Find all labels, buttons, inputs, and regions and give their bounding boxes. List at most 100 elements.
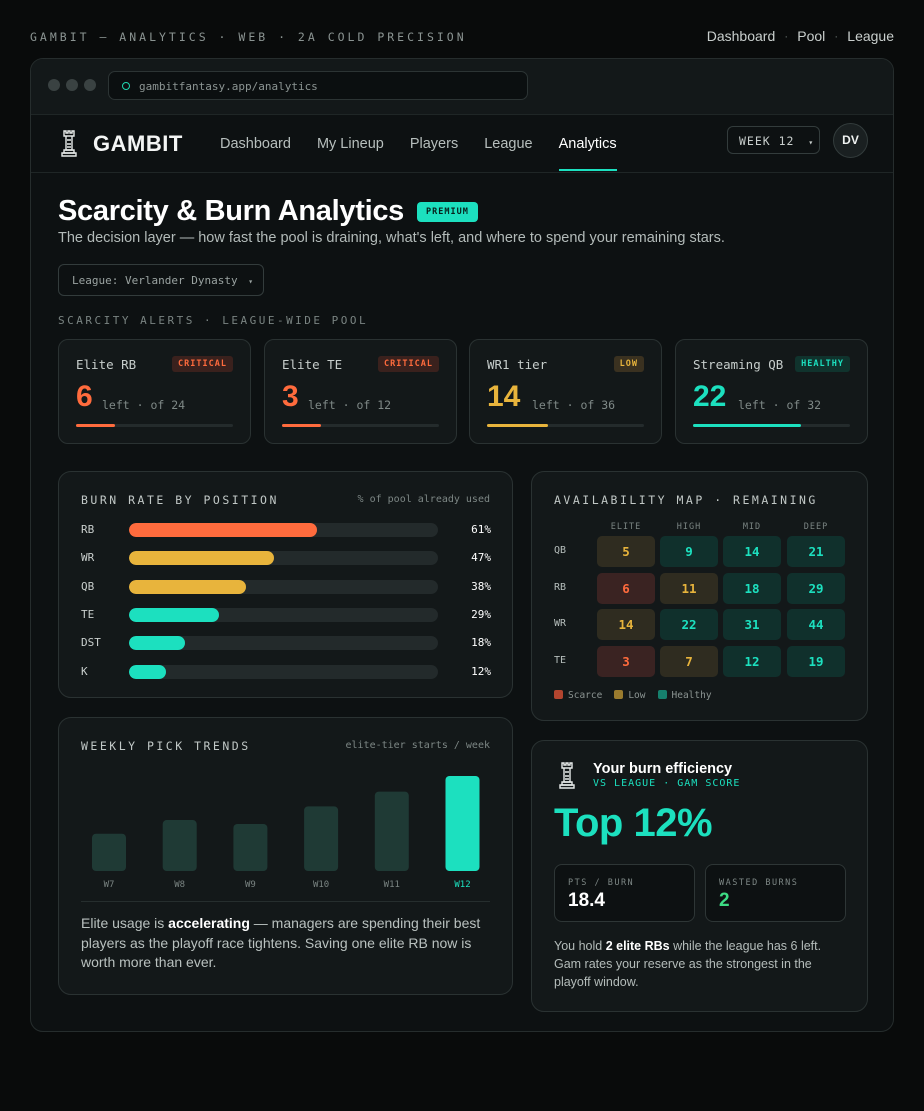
trend-bar[interactable] (92, 833, 126, 871)
scarcity-card[interactable]: Elite RB CRITICAL 6 left · of 24 (58, 339, 251, 444)
scarcity-progress-track (487, 424, 644, 427)
stat-label: PTS / BURN (568, 878, 635, 888)
status-badge: CRITICAL (378, 356, 439, 372)
availability-row-header: TE (554, 654, 567, 666)
nav-players[interactable]: Players (409, 136, 459, 152)
nav-dashboard[interactable]: Dashboard (220, 136, 291, 152)
week-selector[interactable]: WEEK 12 ▾ (727, 126, 820, 154)
trend-bar[interactable] (304, 806, 339, 871)
scarcity-card-name: Elite TE (282, 357, 343, 372)
window-close-dot[interactable] (48, 79, 60, 91)
availability-cell[interactable]: 12 (723, 645, 781, 677)
availability-cell[interactable]: 31 (723, 609, 781, 640)
scarcity-card-name: WR1 tier (487, 357, 548, 372)
burn-bar (129, 607, 219, 622)
summary-text: while the league has 6 left. Gam rates y… (554, 939, 822, 989)
top-link-dashboard[interactable]: Dashboard (706, 28, 776, 44)
scarcity-card[interactable]: Elite TE CRITICAL 3 left · of 12 (264, 339, 457, 444)
availability-cell[interactable]: 44 (787, 609, 845, 640)
availability-cell[interactable]: 7 (660, 645, 718, 677)
premium-badge: PREMIUM (417, 202, 478, 222)
chevron-down-icon: ▾ (248, 277, 254, 286)
summary-text: — managers are spending their best playe… (81, 915, 481, 970)
stat-value: 18.4 (568, 890, 605, 911)
nav-my-lineup[interactable]: My Lineup (316, 136, 384, 152)
scarcity-card-name: Elite RB (76, 357, 137, 372)
page-title: Scarcity & Burn Analytics (58, 195, 404, 227)
availability-column-header: HIGH (676, 522, 702, 532)
availability-cell[interactable]: 9 (660, 536, 718, 567)
status-badge: CRITICAL (172, 356, 233, 372)
summary-text: Elite usage is (81, 915, 169, 931)
trend-bar[interactable] (374, 791, 409, 871)
top-link-pool[interactable]: Pool (797, 28, 826, 44)
scarcity-card-count: 14 (487, 380, 521, 413)
pick-trends-panel: WEEKLY PICK TRENDS elite-tier starts / w… (58, 717, 513, 995)
burn-efficiency-panel: Your burn efficiency VS LEAGUE · GAM SCO… (531, 740, 868, 1012)
scarcity-card-total: left · of 36 (532, 398, 616, 412)
scarcity-progress-fill (282, 424, 322, 427)
trend-bar[interactable] (233, 823, 268, 871)
availability-cell[interactable]: 19 (787, 645, 845, 677)
burn-bar (129, 551, 275, 566)
window-maximize-dot[interactable] (84, 79, 96, 91)
league-selector[interactable]: League: Verlander Dynasty ▾ (58, 264, 264, 296)
brand-logo[interactable]: GAMBIT (59, 129, 183, 159)
burn-bar-track (129, 664, 438, 679)
stat-pts-per-burn: PTS / BURN 18.4 (554, 864, 695, 922)
burn-bar (129, 523, 318, 537)
trend-bar[interactable] (162, 820, 197, 871)
legend-label: Scarce (568, 690, 603, 701)
scarcity-card-count: 22 (693, 380, 727, 413)
availability-cell[interactable]: 14 (597, 609, 655, 640)
window-minimize-dot[interactable] (66, 79, 78, 91)
availability-column-header: ELITE (610, 522, 642, 532)
status-badge: HEALTHY (795, 356, 850, 372)
efficiency-subtitle: VS LEAGUE · GAM SCORE (593, 778, 741, 789)
availability-cell[interactable]: 6 (597, 572, 655, 604)
burn-rate-title: BURN RATE BY POSITION (81, 493, 279, 507)
separator: · (834, 29, 839, 43)
top-link-league[interactable]: League (847, 28, 894, 44)
scarcity-progress-track (693, 424, 850, 427)
availability-panel: AVAILABILITY MAP · REMAINING ELITE HIGH MI… (531, 471, 868, 721)
stat-wasted-burns: WASTED BURNS 2 (705, 864, 846, 922)
user-avatar[interactable]: DV (833, 123, 868, 158)
availability-cell[interactable]: 22 (660, 609, 718, 640)
burn-rate-note: % of pool already used (357, 494, 490, 505)
trend-tick-label: W9 (245, 880, 256, 890)
burn-row-position: WR (81, 551, 95, 565)
availability-column-header: MID (742, 522, 762, 532)
url-bar[interactable]: gambitfantasy.app/analytics (108, 71, 528, 100)
availability-cell[interactable]: 21 (787, 536, 845, 567)
scarcity-card[interactable]: Streaming QB HEALTHY 22 left · of 32 (675, 339, 868, 444)
trend-tick-label: W8 (174, 880, 185, 890)
availability-legend: Scarce Low Healthy (554, 690, 712, 701)
scarcity-progress-track (282, 424, 439, 427)
legend-swatch (614, 690, 624, 699)
secure-icon (122, 82, 130, 90)
availability-cell[interactable]: 18 (723, 572, 781, 604)
burn-row-position: DST (81, 636, 101, 650)
availability-cell[interactable]: 14 (723, 536, 781, 567)
scarcity-card-total: left · of 32 (738, 398, 822, 412)
availability-cell[interactable]: 3 (597, 645, 655, 677)
availability-cell[interactable]: 11 (660, 572, 718, 604)
availability-cell[interactable]: 29 (787, 572, 845, 604)
top-tagline: GAMBIT — ANALYTICS · WEB · 2A COLD PRECI… (30, 30, 467, 44)
burn-rate-panel: BURN RATE BY POSITION % of pool already … (58, 471, 513, 698)
nav-league[interactable]: League (484, 136, 533, 152)
burn-bar-track (129, 579, 438, 594)
burn-row-percent: 29% (471, 607, 491, 621)
league-selector-label: League: Verlander Dynasty (72, 274, 238, 287)
burn-bar-track (129, 636, 438, 651)
url-text: gambitfantasy.app/analytics (139, 80, 318, 93)
burn-row-position: K (81, 664, 88, 678)
burn-row-percent: 38% (471, 579, 491, 593)
divider (81, 901, 490, 902)
scarcity-section-label: SCARCITY ALERTS · LEAGUE-WIDE POOL (58, 314, 369, 327)
availability-cell[interactable]: 5 (597, 536, 655, 567)
nav-analytics[interactable]: Analytics (558, 115, 617, 173)
scarcity-card[interactable]: WR1 tier LOW 14 left · of 36 (469, 339, 662, 444)
trend-bar[interactable] (445, 775, 480, 871)
